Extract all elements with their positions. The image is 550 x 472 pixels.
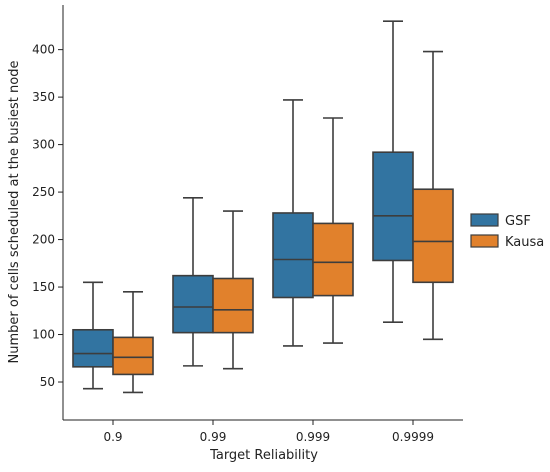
- box-kausa-0.9: [112, 290, 154, 394]
- box-kausa-0.999: [312, 117, 354, 344]
- box-body: [112, 336, 154, 376]
- box-body: [312, 222, 354, 297]
- x-axis-title: Target Reliability: [209, 448, 318, 463]
- box-body: [272, 212, 314, 299]
- box-body: [412, 188, 454, 284]
- legend-swatch: [470, 213, 499, 227]
- box-gsf-0.9999: [372, 20, 414, 323]
- y-axis-title: Number of cells scheduled at the busiest…: [7, 61, 22, 364]
- box-body: [212, 277, 254, 334]
- box-body: [172, 274, 214, 334]
- y-tick-label: 150: [32, 280, 55, 294]
- y-tick-label: 250: [32, 185, 55, 199]
- x-tick-label: 0.99: [200, 430, 227, 444]
- legend-label: Kausa: [505, 235, 544, 250]
- axes-layer: [62, 5, 463, 421]
- y-tick-label: 350: [32, 90, 55, 104]
- y-tick-label: 50: [40, 375, 55, 389]
- x-tick-label: 0.999: [296, 430, 330, 444]
- x-tick-label: 0.9999: [392, 430, 434, 444]
- x-tick-label: 0.9: [103, 430, 122, 444]
- y-ticks: 50 100 150 200 250 300 350 400: [32, 43, 63, 389]
- legend-item-gsf: GSF: [470, 213, 531, 229]
- x-ticks: 0.9 0.99 0.999 0.9999: [103, 420, 434, 444]
- legend-label: GSF: [505, 214, 531, 229]
- legend-swatch: [470, 234, 499, 248]
- box-body: [372, 151, 414, 262]
- box-kausa-0.99: [212, 210, 254, 370]
- boxes-layer: [72, 20, 454, 394]
- box-gsf-0.999: [272, 99, 314, 347]
- y-tick-label: 300: [32, 138, 55, 152]
- legend-item-kausa: Kausa: [470, 234, 544, 250]
- legend: GSF Kausa: [470, 213, 544, 250]
- box-gsf-0.99: [172, 196, 214, 367]
- box-body: [72, 328, 114, 368]
- box-kausa-0.9999: [412, 50, 454, 341]
- box-gsf-0.9: [72, 281, 114, 390]
- y-tick-label: 200: [32, 233, 55, 247]
- y-tick-label: 400: [32, 43, 55, 57]
- y-tick-label: 100: [32, 328, 55, 342]
